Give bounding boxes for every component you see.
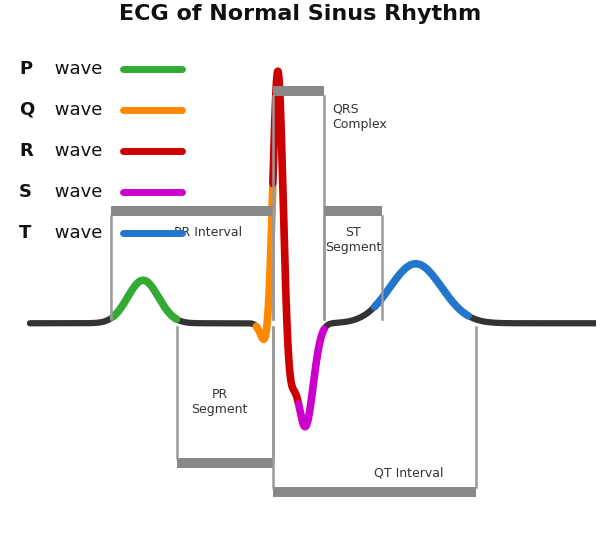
FancyBboxPatch shape	[273, 86, 324, 96]
FancyBboxPatch shape	[176, 458, 273, 468]
Title: ECG of Normal Sinus Rhythm: ECG of Normal Sinus Rhythm	[119, 4, 481, 24]
Text: R: R	[19, 142, 33, 160]
Text: T: T	[19, 224, 31, 242]
Text: Q: Q	[19, 101, 34, 119]
Text: wave: wave	[49, 142, 102, 160]
Text: wave: wave	[49, 224, 102, 242]
Text: PR Interval: PR Interval	[174, 226, 242, 239]
Text: wave: wave	[49, 101, 102, 119]
FancyBboxPatch shape	[324, 206, 382, 216]
FancyBboxPatch shape	[110, 206, 273, 216]
Text: wave: wave	[49, 60, 102, 78]
Text: PR
Segment: PR Segment	[191, 388, 248, 415]
FancyBboxPatch shape	[273, 487, 476, 497]
Text: P: P	[19, 60, 32, 78]
Text: QT Interval: QT Interval	[374, 466, 443, 479]
Text: wave: wave	[49, 183, 102, 201]
Text: ST
Segment: ST Segment	[325, 226, 382, 254]
Text: S: S	[19, 183, 32, 201]
Text: QRS
Complex: QRS Complex	[332, 103, 386, 131]
